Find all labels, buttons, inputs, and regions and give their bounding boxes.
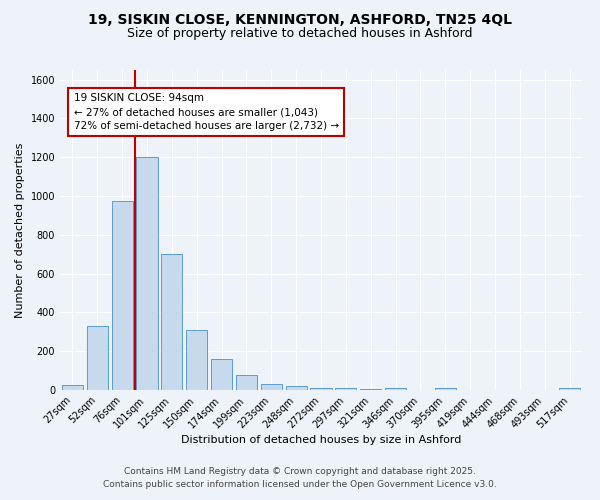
Text: Size of property relative to detached houses in Ashford: Size of property relative to detached ho… [127,28,473,40]
Y-axis label: Number of detached properties: Number of detached properties [15,142,25,318]
Bar [186,330,207,390]
Bar [335,388,356,390]
X-axis label: Distribution of detached houses by size in Ashford: Distribution of detached houses by size … [181,436,461,446]
Bar [261,384,282,390]
Bar [236,376,257,390]
Text: Contains public sector information licensed under the Open Government Licence v3: Contains public sector information licen… [103,480,497,489]
Bar [435,388,456,390]
Bar [211,359,232,390]
Bar [360,389,381,390]
Bar [87,326,108,390]
Bar [136,158,158,390]
Bar [62,385,83,390]
Bar [385,388,406,390]
Bar [310,388,332,390]
Text: Contains HM Land Registry data © Crown copyright and database right 2025.: Contains HM Land Registry data © Crown c… [124,467,476,476]
Bar [286,386,307,390]
Bar [559,388,580,390]
Text: 19 SISKIN CLOSE: 94sqm
← 27% of detached houses are smaller (1,043)
72% of semi-: 19 SISKIN CLOSE: 94sqm ← 27% of detached… [74,94,339,132]
Bar [112,201,133,390]
Bar [161,254,182,390]
Text: 19, SISKIN CLOSE, KENNINGTON, ASHFORD, TN25 4QL: 19, SISKIN CLOSE, KENNINGTON, ASHFORD, T… [88,12,512,26]
